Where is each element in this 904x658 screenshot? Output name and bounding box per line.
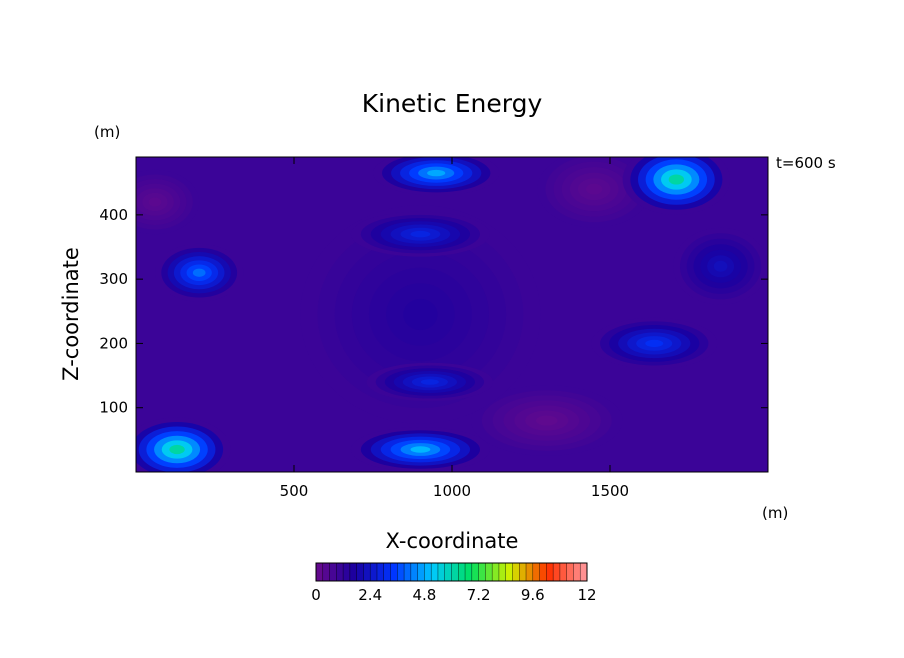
heatmap-feature-8 — [591, 317, 718, 370]
heatmap-feature-1 — [537, 157, 652, 228]
heatmap-feature-13 — [136, 417, 231, 472]
colorbar-segment — [343, 563, 351, 581]
colorbar-segment — [390, 563, 398, 581]
y-tick-label: 400 — [99, 206, 128, 224]
heatmap-feature-0 — [470, 385, 623, 456]
colorbar-segment — [539, 563, 547, 581]
colorbar-segment — [363, 563, 371, 581]
x-tick-label: 1000 — [433, 482, 471, 500]
colorbar-segment — [424, 563, 432, 581]
colorbar-tick-label: 0 — [311, 586, 321, 604]
colorbar-tick-label: 2.4 — [358, 586, 382, 604]
x-tick-label: 1500 — [591, 482, 629, 500]
colorbar-segment — [465, 563, 473, 581]
heat-contour — [148, 197, 162, 207]
colorbar-tick-label: 9.6 — [521, 586, 545, 604]
colorbar-segment — [316, 563, 324, 581]
colorbar-segment — [356, 563, 364, 581]
colorbar-tick-group: 0 2.4 4.8 7.2 9.6 12 — [311, 586, 596, 604]
colorbar-segment — [383, 563, 392, 581]
colorbar-frame — [315, 562, 588, 582]
colorbar-segment — [417, 563, 425, 581]
colorbar-segment — [478, 563, 486, 581]
heat-contour — [403, 298, 438, 331]
colorbar-tick-label: 7.2 — [467, 586, 491, 604]
heat-contour — [169, 444, 185, 455]
y-tick-group: 100 200 300 400 — [99, 206, 768, 417]
heat-contour — [535, 415, 558, 426]
chart-title: Kinetic Energy — [362, 89, 543, 118]
heatmap-feature-10 — [373, 157, 500, 196]
colorbar-segment — [322, 563, 331, 581]
colorbar-segment — [580, 563, 588, 581]
y-axis-label: Z-coordinate — [59, 247, 83, 381]
heat-contour — [420, 379, 439, 385]
x-unit-label: (m) — [762, 504, 788, 522]
y-tick-label: 100 — [99, 399, 128, 417]
heatmap-feature-6 — [350, 211, 490, 257]
heatmap-feature-11 — [350, 427, 490, 472]
colorbar-segment — [370, 563, 378, 581]
colorbar-segment — [532, 563, 541, 581]
colorbar-segment — [492, 563, 500, 581]
colorbar-segment — [458, 563, 466, 581]
colorbar-segment — [397, 563, 405, 581]
colorbar-segment — [566, 563, 574, 581]
colorbar-segment — [559, 563, 568, 581]
colorbar-segment — [553, 563, 561, 581]
colorbar-segment — [410, 563, 419, 581]
colorbar-segment — [512, 563, 520, 581]
colorbar-segment — [526, 563, 534, 581]
heat-contour — [410, 230, 431, 238]
heat-contour — [427, 169, 446, 177]
heatmap-field — [136, 157, 768, 472]
heatmap-feature-3 — [136, 169, 200, 235]
heatmap-feature-5 — [673, 227, 768, 305]
x-tick-label: 500 — [280, 482, 309, 500]
colorbar — [315, 562, 588, 582]
colorbar-segment — [451, 563, 459, 581]
x-tick-group: 500 1000 1500 — [280, 157, 629, 500]
colorbar-segment — [519, 563, 527, 581]
y-tick-label: 300 — [99, 270, 128, 288]
y-unit-label: (m) — [94, 123, 120, 141]
heat-contour — [192, 268, 206, 277]
colorbar-segment — [505, 563, 513, 581]
colorbar-segment — [376, 563, 385, 581]
heat-contour — [645, 339, 664, 348]
colorbar-segment — [444, 563, 452, 581]
colorbar-segment — [485, 563, 493, 581]
colorbar-segment — [329, 563, 337, 581]
colorbar-segment — [498, 563, 507, 581]
colorbar-tick-label: 4.8 — [412, 586, 436, 604]
x-axis-label: X-coordinate — [386, 529, 519, 553]
heatmap-feature-7 — [366, 362, 494, 402]
heatmap-feature-12 — [622, 157, 731, 215]
heat-contour — [586, 183, 603, 195]
colorbar-segment — [546, 563, 554, 581]
time-label: t=600 s — [776, 154, 836, 172]
colorbar-segment — [349, 563, 358, 581]
heatmap-feature-4 — [300, 205, 541, 424]
colorbar-segment — [573, 563, 581, 581]
colorbar-segment — [336, 563, 344, 581]
colorbar-segment — [431, 563, 439, 581]
colorbar-segment — [437, 563, 446, 581]
colorbar-tick-label: 12 — [577, 586, 596, 604]
heat-contour — [410, 446, 431, 453]
colorbar-segment — [404, 563, 412, 581]
heatmap-feature-9 — [154, 243, 244, 302]
y-tick-label: 200 — [99, 334, 128, 352]
heat-contour — [668, 174, 685, 185]
colorbar-segment — [471, 563, 480, 581]
heat-contour — [713, 260, 728, 272]
